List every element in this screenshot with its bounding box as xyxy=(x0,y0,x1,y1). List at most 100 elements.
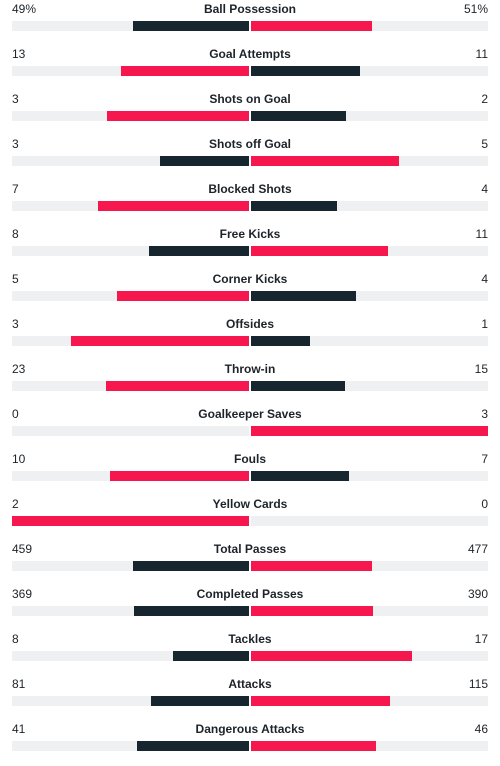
away-bar-track xyxy=(251,291,488,301)
away-value: 11 xyxy=(475,47,488,61)
stat-row-shots-off-goal: 3 Shots off Goal 5 xyxy=(0,136,500,181)
away-bar-fill xyxy=(251,111,346,121)
stat-label: Shots on Goal xyxy=(209,92,291,106)
away-value: 5 xyxy=(481,137,488,151)
away-bar-fill xyxy=(251,291,357,301)
home-value: 3 xyxy=(12,317,19,331)
home-value: 8 xyxy=(12,632,19,646)
stat-label: Completed Passes xyxy=(196,587,304,601)
home-bar-fill xyxy=(98,201,249,211)
stat-label: Ball Possession xyxy=(203,2,297,16)
stat-row-goal-attempts: 13 Goal Attempts 11 xyxy=(0,46,500,91)
away-value: 15 xyxy=(474,362,488,376)
away-value: 4 xyxy=(481,272,488,286)
home-bar-fill xyxy=(173,651,249,661)
home-bar-fill xyxy=(12,516,249,526)
stat-row-yellow-cards: 2 Yellow Cards 0 xyxy=(0,496,500,541)
away-value: 1 xyxy=(481,317,488,331)
home-bar-track xyxy=(12,291,249,301)
stat-row-dangerous-attacks: 41 Dangerous Attacks 46 xyxy=(0,721,500,766)
home-value: 49% xyxy=(12,2,37,16)
home-value: 3 xyxy=(12,92,19,106)
home-bar-fill xyxy=(149,246,249,256)
away-value: 0 xyxy=(481,497,488,511)
away-bar-track xyxy=(251,516,488,526)
away-bar-fill xyxy=(251,651,413,661)
home-bar-track xyxy=(12,606,249,616)
home-bar-fill xyxy=(133,606,249,616)
stat-label: Throw-in xyxy=(224,362,276,376)
away-bar-track xyxy=(251,606,488,616)
away-value: 2 xyxy=(481,92,488,106)
home-value: 13 xyxy=(12,47,26,61)
home-value: 5 xyxy=(12,272,19,286)
home-bar-fill xyxy=(106,111,249,121)
home-bar-fill xyxy=(109,471,249,481)
home-bar-fill xyxy=(151,696,249,706)
stat-label: Offsides xyxy=(225,317,274,331)
away-bar-track xyxy=(251,156,488,166)
home-value: 8 xyxy=(12,227,19,241)
stat-row-free-kicks: 8 Free Kicks 11 xyxy=(0,226,500,271)
home-bar-track xyxy=(12,111,249,121)
home-value: 41 xyxy=(12,722,26,736)
stat-label: Goalkeeper Saves xyxy=(198,407,302,421)
stat-label: Corner Kicks xyxy=(212,272,288,286)
home-value: 2 xyxy=(12,497,19,511)
away-bar-fill xyxy=(251,696,391,706)
home-value: 3 xyxy=(12,137,19,151)
away-value: 7 xyxy=(481,452,488,466)
stat-label: Attacks xyxy=(228,677,272,691)
home-value: 23 xyxy=(12,362,26,376)
home-bar-track xyxy=(12,741,249,751)
stat-label: Total Passes xyxy=(213,542,287,556)
stat-row-fouls: 10 Fouls 7 xyxy=(0,451,500,496)
away-bar-fill xyxy=(251,156,400,166)
home-bar-fill xyxy=(132,21,249,31)
away-bar-track xyxy=(251,426,488,436)
away-value: 3 xyxy=(481,407,488,421)
away-value: 46 xyxy=(474,722,488,736)
away-bar-track xyxy=(251,561,488,571)
away-bar-track xyxy=(251,741,488,751)
home-bar-track xyxy=(12,336,249,346)
away-bar-track xyxy=(251,111,488,121)
away-bar-track xyxy=(251,246,488,256)
away-bar-fill xyxy=(251,471,349,481)
home-bar-track xyxy=(12,426,249,436)
away-bar-fill xyxy=(251,201,338,211)
home-bar-track xyxy=(12,66,249,76)
away-bar-fill xyxy=(251,66,360,76)
home-value: 7 xyxy=(12,182,19,196)
stat-label: Yellow Cards xyxy=(212,497,288,511)
away-bar-track xyxy=(251,66,488,76)
home-value: 369 xyxy=(12,587,33,601)
away-value: 4 xyxy=(481,182,488,196)
stat-label: Fouls xyxy=(234,452,266,466)
stat-label: Shots off Goal xyxy=(209,137,291,151)
home-bar-fill xyxy=(132,561,249,571)
away-bar-fill xyxy=(251,246,389,256)
away-bar-track xyxy=(251,201,488,211)
home-bar-fill xyxy=(160,156,249,166)
away-value: 51% xyxy=(463,2,488,16)
home-bar-track xyxy=(12,696,249,706)
home-bar-track xyxy=(12,561,249,571)
stat-row-goalkeeper-saves: 0 Goalkeeper Saves 3 xyxy=(0,406,500,451)
stat-label: Tackles xyxy=(228,632,272,646)
stat-row-shots-on-goal: 3 Shots on Goal 2 xyxy=(0,91,500,136)
home-bar-fill xyxy=(137,741,249,751)
stat-label: Blocked Shots xyxy=(208,182,292,196)
home-value: 81 xyxy=(12,677,26,691)
match-statistics: 49% Ball Possession 51% 13 Goal Attempts… xyxy=(0,2,500,751)
away-bar-fill xyxy=(251,561,372,571)
away-bar-fill xyxy=(251,606,373,616)
away-bar-fill xyxy=(251,426,488,436)
home-bar-track xyxy=(12,156,249,166)
away-value: 390 xyxy=(467,587,488,601)
home-bar-fill xyxy=(117,291,249,301)
away-value: 477 xyxy=(467,542,488,556)
home-value: 10 xyxy=(12,452,26,466)
away-bar-track xyxy=(251,471,488,481)
away-value: 11 xyxy=(475,227,488,241)
